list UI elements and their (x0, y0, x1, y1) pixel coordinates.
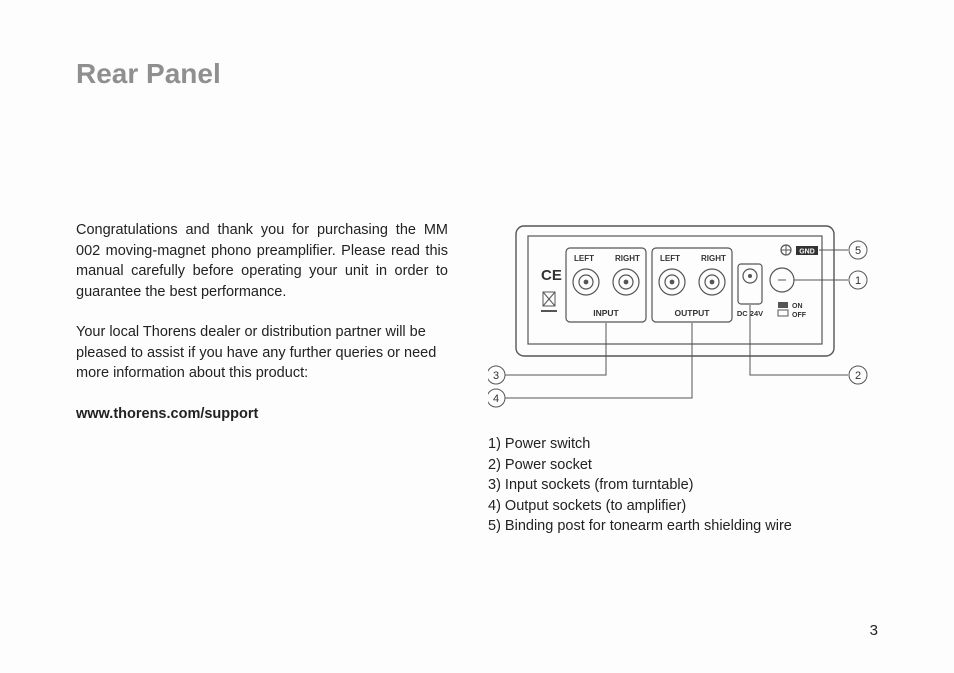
legend-item: 3) Input sockets (from turntable) (488, 475, 878, 496)
legend-item: 5) Binding post for tonearm earth shield… (488, 516, 878, 537)
off-label: OFF (792, 312, 807, 319)
svg-text:3: 3 (493, 370, 499, 382)
gnd-label: GND (799, 249, 815, 256)
manual-page: Rear Panel Congratulations and thank you… (0, 0, 954, 673)
svg-text:5: 5 (855, 245, 861, 257)
page-number: 3 (870, 622, 878, 639)
intro-paragraph-2: Your local Thorens dealer or distributio… (76, 322, 448, 384)
legend-item: 1) Power switch (488, 434, 878, 455)
ce-mark-icon: CE (541, 267, 562, 284)
input-right-label: RIGHT (615, 254, 640, 263)
rear-panel-diagram: CE LEFT RIGHT (488, 220, 878, 410)
svg-text:4: 4 (493, 393, 499, 405)
callout-3: 3 (488, 366, 505, 384)
face-plate (528, 236, 822, 344)
input-caption: INPUT (593, 308, 619, 318)
support-url: www.thorens.com/support (76, 404, 448, 425)
intro-paragraph-1: Congratulations and thank you for purcha… (76, 220, 448, 302)
callout-4: 4 (488, 389, 505, 407)
output-caption: OUTPUT (675, 308, 711, 318)
callout-5: 5 (849, 241, 867, 259)
callout-1: 1 (849, 271, 867, 289)
legend-item: 2) Power socket (488, 455, 878, 476)
intro-column: Congratulations and thank you for purcha… (76, 220, 448, 537)
page-title: Rear Panel (76, 58, 878, 90)
diagram-column: CE LEFT RIGHT (488, 220, 878, 537)
output-left-label: LEFT (660, 254, 680, 263)
content-columns: Congratulations and thank you for purcha… (76, 220, 878, 537)
output-right-label: RIGHT (701, 254, 726, 263)
on-label: ON (792, 303, 803, 310)
svg-text:2: 2 (855, 370, 861, 382)
legend-list: 1) Power switch 2) Power socket 3) Input… (488, 434, 878, 537)
callout-2: 2 (849, 366, 867, 384)
svg-text:1: 1 (855, 275, 861, 287)
legend-item: 4) Output sockets (to amplifier) (488, 496, 878, 517)
input-left-label: LEFT (574, 254, 594, 263)
